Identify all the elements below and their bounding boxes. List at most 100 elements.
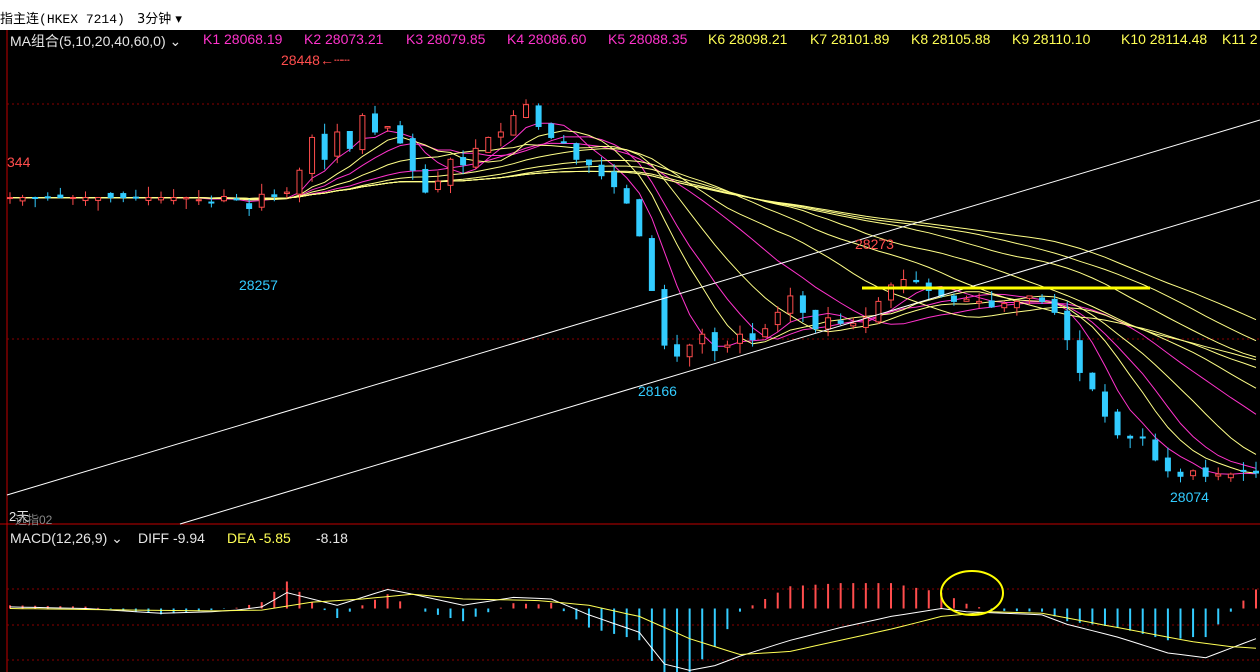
candle bbox=[535, 105, 542, 128]
macd-value: -8.18 bbox=[316, 530, 348, 546]
candle bbox=[422, 168, 429, 193]
symbol-code: (HKEX 7214) bbox=[39, 12, 125, 27]
high-price-text: 28448 bbox=[281, 52, 320, 68]
candle bbox=[296, 169, 303, 195]
candle bbox=[158, 197, 165, 201]
candle bbox=[1001, 303, 1008, 309]
dea-label: DEA bbox=[227, 530, 256, 546]
macd-dea-line bbox=[9, 593, 1257, 656]
ma-value-k9: K9 28110.10 bbox=[1012, 31, 1091, 47]
candle bbox=[1227, 473, 1234, 479]
candle bbox=[812, 309, 819, 330]
diff-value: -9.94 bbox=[173, 530, 205, 546]
candle bbox=[120, 193, 127, 199]
candle bbox=[7, 197, 13, 200]
candle bbox=[233, 198, 240, 201]
candle bbox=[711, 332, 718, 352]
macd-indicator-label[interactable]: MACD(12,26,9) ⌄ bbox=[10, 530, 123, 547]
highlight-circle[interactable] bbox=[940, 570, 1004, 616]
ma-line bbox=[10, 170, 1257, 321]
candle bbox=[1114, 411, 1121, 436]
trendline-lower[interactable] bbox=[179, 199, 1260, 525]
candle bbox=[472, 147, 479, 168]
macd-panel bbox=[9, 581, 1257, 672]
title-prefix: 指主连 bbox=[0, 12, 40, 27]
ma-indicator-label[interactable]: MA组合(5,10,20,40,60,0) ⌄ bbox=[10, 31, 181, 51]
candle bbox=[1039, 297, 1046, 302]
ma-value-k3: K3 28079.85 bbox=[406, 31, 486, 47]
candle bbox=[736, 333, 743, 344]
ma-value-k5: K5 28088.35 bbox=[608, 31, 688, 47]
candle bbox=[1215, 473, 1222, 477]
candle bbox=[434, 180, 441, 191]
candle bbox=[460, 157, 467, 166]
candle bbox=[95, 197, 102, 201]
low-price-label-2: 28166 bbox=[638, 383, 677, 399]
left-edge-value: 344 bbox=[7, 154, 31, 170]
chevron-down-icon: ▾ bbox=[175, 12, 182, 27]
candle bbox=[145, 197, 152, 201]
candle bbox=[485, 136, 492, 153]
candle bbox=[57, 194, 64, 199]
candle bbox=[384, 126, 391, 129]
candle bbox=[585, 159, 592, 166]
ma-line bbox=[10, 122, 1257, 475]
candle bbox=[799, 295, 806, 313]
candle bbox=[648, 238, 655, 291]
ma-value-k7: K7 28101.89 bbox=[810, 31, 890, 47]
candle bbox=[19, 197, 26, 202]
ma-line bbox=[10, 136, 1257, 469]
candle bbox=[1089, 372, 1096, 390]
candle bbox=[623, 188, 630, 204]
candle bbox=[976, 300, 983, 304]
candle bbox=[787, 295, 794, 314]
candle bbox=[686, 344, 693, 358]
candle bbox=[271, 194, 278, 197]
candle bbox=[674, 344, 681, 357]
candle bbox=[497, 131, 504, 138]
peak-price-label: 28273 bbox=[855, 236, 894, 252]
candles bbox=[7, 99, 1259, 483]
candle bbox=[1101, 391, 1108, 417]
candle bbox=[208, 201, 215, 204]
ma-label-text: MA组合(5,10,20,40,60,0) bbox=[10, 33, 166, 49]
candle bbox=[913, 279, 920, 283]
sub-label-days: 2天 bbox=[9, 509, 30, 524]
candle bbox=[1202, 467, 1209, 477]
ma-line bbox=[10, 170, 1257, 342]
ma-line bbox=[10, 142, 1257, 415]
ma-value-k1: K1 28068.19 bbox=[203, 31, 283, 47]
candle bbox=[950, 295, 957, 302]
candle bbox=[598, 164, 605, 177]
sub-panel-label: 2天 bbox=[9, 506, 29, 525]
candle bbox=[170, 197, 177, 202]
candle bbox=[334, 131, 341, 157]
ma-lines bbox=[10, 122, 1257, 475]
high-price-label: 28448←┄┄ bbox=[281, 52, 350, 68]
candle bbox=[1127, 435, 1134, 439]
candle bbox=[409, 138, 416, 171]
macd-label-text: MACD(12,26,9) bbox=[10, 530, 108, 546]
candle bbox=[510, 115, 517, 136]
candle bbox=[988, 300, 995, 308]
ma-value-k11: K11 2 bbox=[1222, 31, 1258, 47]
left-arrow-icon: ← bbox=[319, 52, 334, 68]
candle bbox=[447, 158, 454, 186]
candle bbox=[636, 199, 643, 237]
low-price-label-3: 28074 bbox=[1170, 489, 1209, 505]
candle bbox=[850, 322, 857, 327]
candle bbox=[107, 192, 114, 199]
candle bbox=[661, 289, 668, 346]
sub-panel-label-2: 远指02 bbox=[15, 513, 53, 527]
trendline-upper[interactable] bbox=[6, 119, 1260, 496]
dea-value: -5.85 bbox=[258, 530, 291, 546]
window-title: 指主连(HKEX 7214) bbox=[0, 8, 125, 27]
candle bbox=[132, 196, 139, 199]
candle bbox=[1152, 439, 1159, 461]
period-selector[interactable]: 3分钟 ▾ bbox=[137, 8, 182, 27]
candle bbox=[762, 328, 769, 338]
candle bbox=[560, 141, 567, 144]
candle bbox=[724, 344, 731, 348]
candle bbox=[837, 320, 844, 324]
